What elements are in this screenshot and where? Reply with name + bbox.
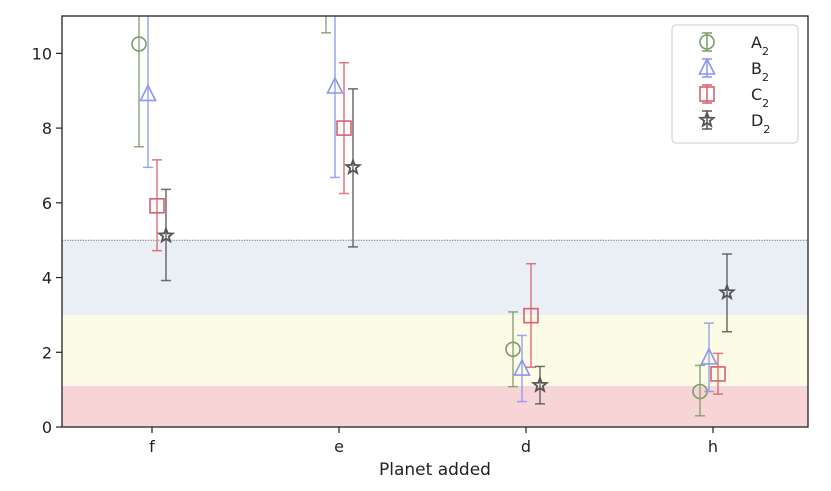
data-point [319, 0, 333, 12]
y-tick-label: 0 [42, 418, 52, 437]
data-point [139, 83, 157, 102]
data-point [149, 198, 165, 214]
series-c [149, 61, 726, 395]
legend-label-subscript: 2 [762, 97, 769, 110]
band-1 [62, 314, 808, 386]
y-axis: 0 2 4 6 8 10 [32, 44, 62, 437]
data-point [717, 282, 737, 301]
data-point [131, 36, 147, 52]
data-point [505, 341, 521, 358]
data-point [336, 120, 352, 136]
y-tick-label: 8 [42, 119, 52, 138]
data-point [156, 226, 176, 244]
legend-box [671, 24, 799, 144]
data-point [326, 76, 344, 94]
data-point [513, 358, 531, 376]
legend-marker [699, 34, 715, 50]
x-tick-label: d [521, 437, 531, 456]
y-tick-label: 10 [32, 44, 52, 63]
y-tick-label: 2 [42, 343, 52, 362]
threshold-bands [62, 240, 808, 427]
data-point [523, 307, 539, 324]
series-d [156, 88, 737, 405]
x-tick-label: f [149, 437, 155, 456]
band-2 [62, 240, 808, 315]
legend-label-subscript: 2 [763, 123, 770, 136]
legend-marker [697, 110, 717, 128]
data-point [530, 375, 550, 393]
data-point [700, 347, 718, 365]
y-tick-label: 6 [42, 194, 52, 213]
series-layer [131, 0, 737, 417]
x-tick-label: h [708, 437, 718, 456]
legend-marker [698, 57, 716, 75]
plot-frame [61, 15, 809, 428]
y-tick-label: 4 [42, 269, 52, 288]
legend-marker [699, 86, 715, 102]
legend-label-subscript: 2 [762, 71, 769, 84]
series-b [139, 16, 718, 403]
x-axis-label: Planet added [379, 460, 491, 480]
data-point [710, 366, 726, 382]
x-tick-label: e [334, 437, 344, 456]
data-point [343, 157, 363, 176]
band-0 [62, 385, 808, 427]
series-a [131, 0, 708, 417]
legend-label-subscript: 2 [762, 45, 769, 58]
